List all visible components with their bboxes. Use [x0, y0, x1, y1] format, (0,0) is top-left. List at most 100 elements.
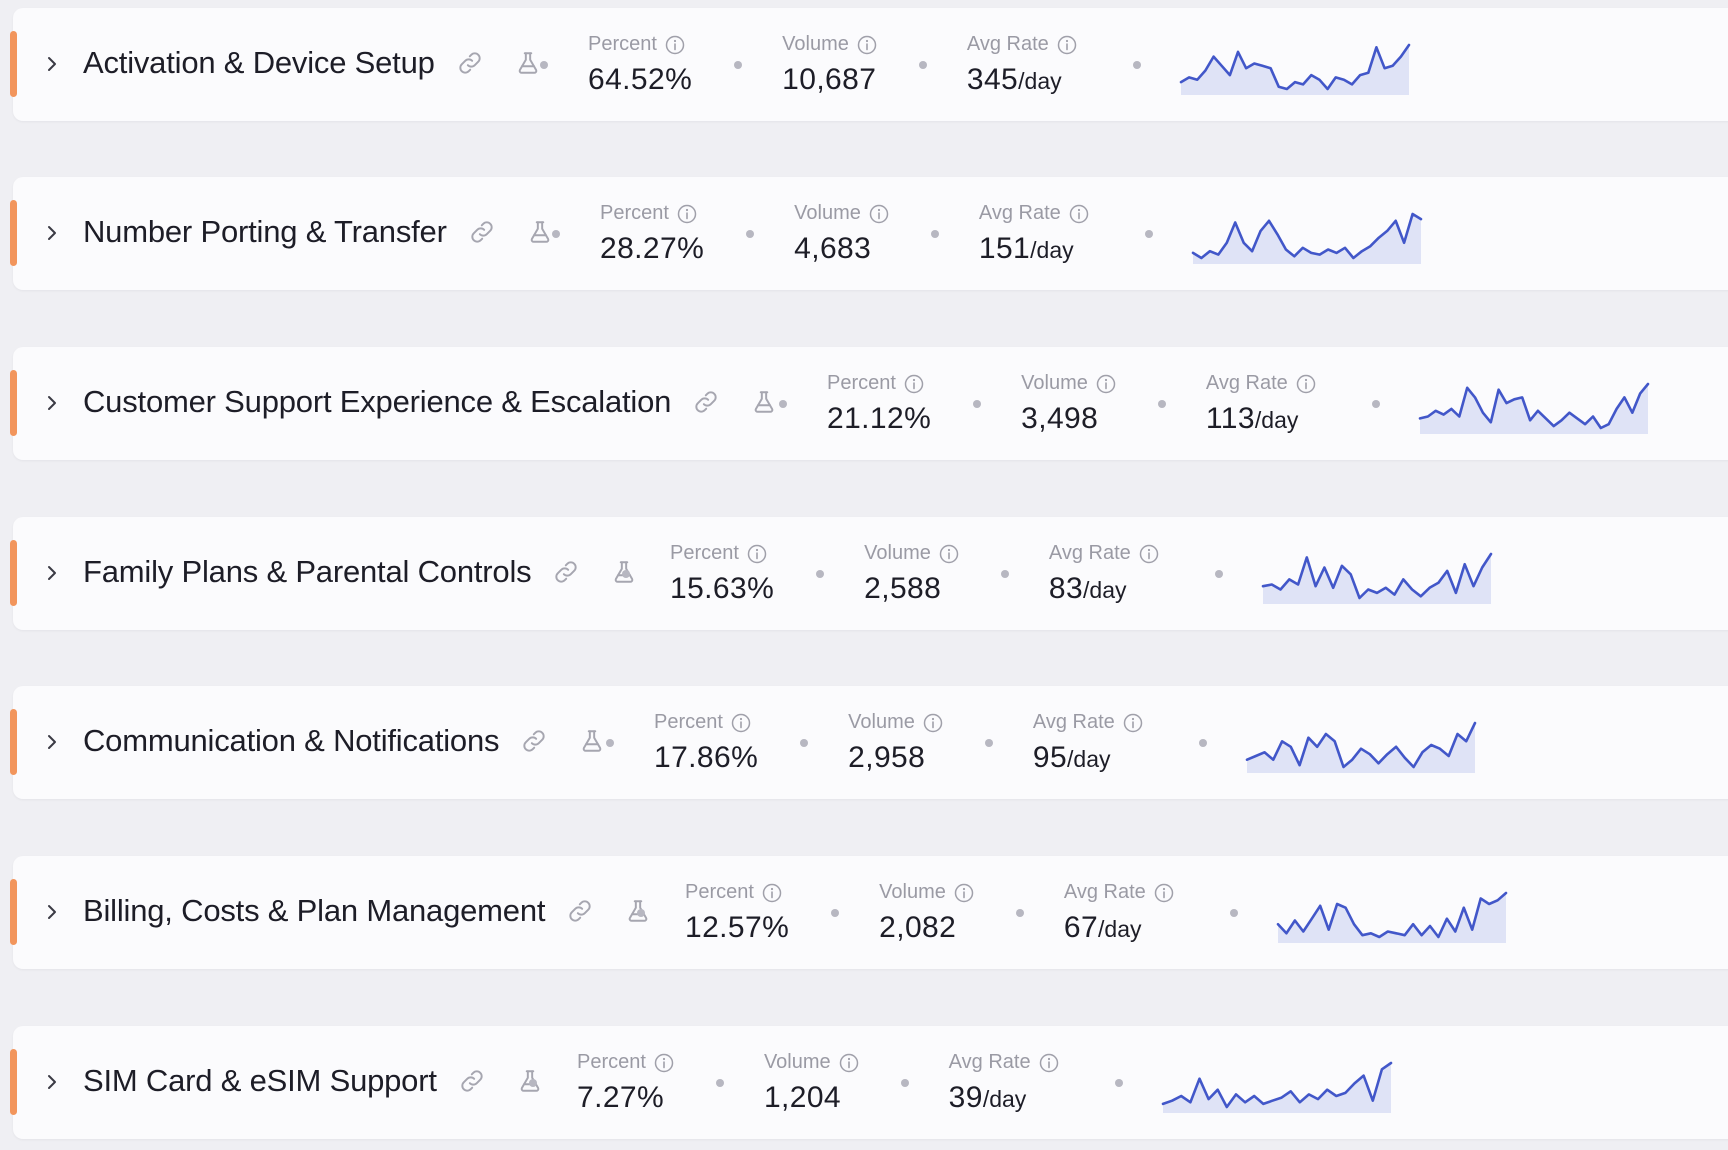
link-icon[interactable]	[457, 50, 483, 76]
topic-title: Family Plans & Parental Controls	[83, 554, 532, 589]
info-icon[interactable]	[1296, 374, 1316, 394]
link-icon[interactable]	[567, 898, 593, 924]
avg-rate-metric: Avg Rate 39/day	[949, 1051, 1059, 1115]
avg-rate-metric: Avg Rate 95/day	[1033, 711, 1143, 775]
sparkline-area	[1162, 1062, 1391, 1113]
info-icon[interactable]	[665, 35, 685, 55]
avg-rate-unit: /day	[1067, 745, 1111, 772]
info-icon[interactable]	[1057, 35, 1077, 55]
avg-rate-label: Avg Rate	[1032, 711, 1115, 733]
topic-row[interactable]: Billing, Costs & Plan Management Percent…	[10, 856, 1728, 969]
flask-icon[interactable]	[515, 50, 541, 76]
link-icon[interactable]	[693, 389, 719, 415]
topic-row[interactable]: Customer Support Experience & Escalation…	[10, 347, 1728, 460]
volume-metric: Volume 4,683	[794, 202, 889, 266]
volume-metric: Volume 2,588	[864, 542, 959, 606]
avg-rate-label: Avg Rate	[1205, 372, 1288, 394]
avg-rate-unit: /day	[1018, 67, 1062, 94]
avg-rate-label: Avg Rate	[978, 202, 1061, 224]
trend-sparkline	[1261, 552, 1493, 604]
link-icon[interactable]	[521, 728, 547, 754]
separator-dot	[606, 738, 614, 747]
separator-dot	[918, 60, 927, 69]
separator-dot	[1144, 229, 1153, 238]
info-icon[interactable]	[1069, 204, 1089, 224]
info-icon[interactable]	[839, 1053, 859, 1073]
topic-row[interactable]: Activation & Device Setup Percent 64.52%…	[10, 8, 1728, 121]
percent-metric: Percent 12.57%	[685, 881, 789, 945]
info-icon[interactable]	[1139, 544, 1159, 564]
info-icon[interactable]	[1154, 883, 1174, 903]
info-icon[interactable]	[762, 883, 782, 903]
link-icon[interactable]	[469, 219, 495, 245]
row-accent-bar	[10, 1049, 17, 1115]
volume-label: Volume	[763, 1051, 831, 1073]
volume-metric: Volume 2,958	[848, 711, 943, 775]
chevron-right-icon[interactable]	[43, 733, 61, 751]
topic-row[interactable]: SIM Card & eSIM Support Percent 7.27% Vo…	[10, 1026, 1728, 1139]
link-icon[interactable]	[553, 559, 579, 585]
trend-sparkline	[1161, 1061, 1392, 1113]
volume-value: 3,498	[1021, 401, 1099, 435]
info-icon[interactable]	[654, 1053, 674, 1073]
sparkline-line	[1261, 552, 1493, 599]
separator-dot	[800, 738, 809, 747]
separator-dot	[552, 229, 560, 238]
avg-rate-metric: Avg Rate 67/day	[1064, 881, 1174, 945]
info-icon[interactable]	[954, 883, 974, 903]
info-icon[interactable]	[939, 544, 959, 564]
avg-rate-metric: Avg Rate 113/day	[1206, 372, 1316, 436]
separator-dot	[1000, 569, 1009, 578]
row-accent-bar	[10, 540, 17, 606]
info-icon[interactable]	[1096, 374, 1116, 394]
info-icon[interactable]	[869, 204, 889, 224]
flask-icon[interactable]	[579, 728, 605, 754]
chevron-right-icon[interactable]	[43, 55, 61, 73]
info-icon[interactable]	[1039, 1053, 1059, 1073]
volume-label: Volume	[848, 711, 915, 733]
separator-dot	[734, 60, 743, 69]
avg-rate-unit: /day	[1030, 236, 1074, 263]
separator-dot	[816, 569, 825, 578]
separator-dot	[746, 229, 755, 238]
info-icon[interactable]	[1123, 713, 1143, 733]
avg-rate-value: 39	[948, 1080, 983, 1114]
info-icon[interactable]	[731, 713, 751, 733]
flask-icon[interactable]	[527, 219, 553, 245]
trend-sparkline	[1418, 382, 1650, 434]
avg-rate-value: 83	[1048, 571, 1084, 605]
volume-value: 2,082	[879, 910, 957, 944]
avg-rate-value: 345	[966, 62, 1019, 96]
chevron-right-icon[interactable]	[43, 903, 61, 921]
volume-value: 10,687	[782, 62, 877, 96]
info-icon[interactable]	[857, 35, 877, 55]
chevron-right-icon[interactable]	[43, 224, 61, 242]
separator-dot	[1229, 908, 1238, 917]
sparkline-line	[1418, 382, 1650, 429]
topic-row[interactable]: Family Plans & Parental Controls Percent…	[10, 517, 1728, 630]
separator-dot	[984, 738, 993, 747]
chevron-right-icon[interactable]	[43, 564, 61, 582]
percent-metric: Percent 7.27%	[577, 1051, 674, 1115]
separator-dot	[622, 569, 630, 578]
percent-value: 17.86%	[654, 740, 759, 774]
separator-dot	[529, 1078, 537, 1087]
info-icon[interactable]	[677, 204, 697, 224]
flask-icon[interactable]	[751, 389, 777, 415]
percent-label: Percent	[577, 1051, 646, 1073]
separator-dot	[779, 399, 787, 408]
chevron-right-icon[interactable]	[43, 394, 61, 412]
info-icon[interactable]	[904, 374, 924, 394]
info-icon[interactable]	[923, 713, 943, 733]
percent-value: 64.52%	[588, 62, 693, 96]
topic-row[interactable]: Number Porting & Transfer Percent 28.27%…	[10, 177, 1728, 290]
link-icon[interactable]	[459, 1068, 485, 1094]
volume-metric: Volume 10,687	[782, 33, 877, 97]
info-icon[interactable]	[747, 544, 767, 564]
volume-label: Volume	[1021, 372, 1088, 394]
chevron-right-icon[interactable]	[43, 1073, 61, 1091]
separator-dot	[930, 229, 939, 238]
separator-dot	[540, 60, 548, 69]
sparkline-line	[1191, 212, 1423, 259]
topic-row[interactable]: Communication & Notifications Percent 17…	[10, 686, 1728, 799]
